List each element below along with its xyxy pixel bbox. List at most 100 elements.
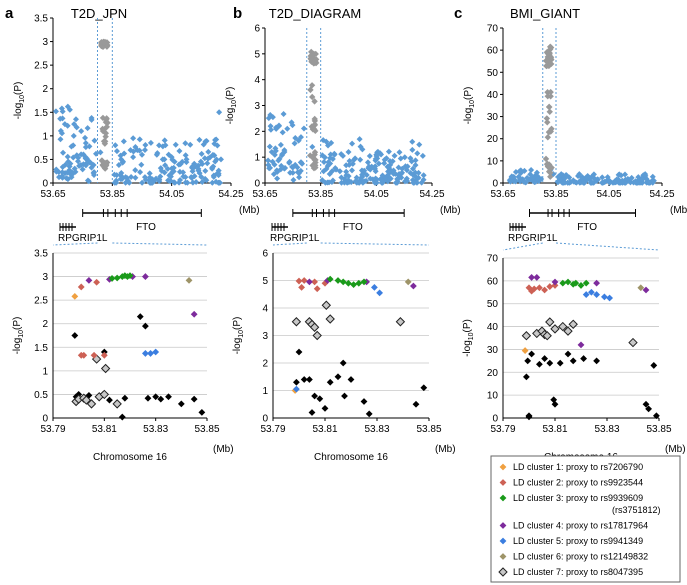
snp-point	[170, 179, 177, 186]
snp-point	[159, 143, 166, 150]
unclustered-point	[556, 359, 564, 367]
y-axis-title-text: -log10(P)	[232, 317, 245, 355]
snp-point	[78, 151, 85, 158]
y-axis-title-rest: (P)	[225, 87, 236, 100]
snp-point	[130, 135, 137, 142]
snp-point	[414, 150, 421, 157]
y-tick-label: 70	[487, 24, 499, 35]
snp-point-cluster	[99, 127, 107, 135]
x-tick-label: 53.85	[194, 424, 219, 435]
cluster-point	[142, 350, 149, 357]
snp-point	[199, 178, 206, 185]
gene-label-rpgrip1l: RPGRIP1L	[270, 233, 320, 244]
unclustered-point	[650, 362, 658, 369]
x-tick-label: 53.85	[416, 424, 441, 435]
snp-point	[412, 157, 419, 164]
legend-marker	[499, 479, 507, 486]
y-tick-label: 30	[487, 112, 499, 123]
snp-point-cluster	[547, 93, 554, 100]
y-tick-label: 0.5	[34, 390, 48, 401]
snp-point	[309, 143, 316, 150]
unclustered-point	[360, 398, 368, 405]
y-tick-label: 0	[42, 414, 48, 425]
snp-point	[198, 150, 205, 157]
cluster-point	[530, 285, 538, 293]
legend-marker	[499, 522, 507, 529]
cluster-point	[339, 278, 347, 286]
unclustered-point	[326, 378, 334, 386]
snp-point-cluster	[547, 88, 554, 96]
snp-point	[528, 166, 535, 173]
cluster-7-point	[545, 317, 555, 327]
y-axis-title-rest: (P)	[463, 87, 474, 100]
legend-label: LD cluster 6: proxy to rs12149832	[513, 552, 648, 562]
snp-point	[120, 138, 127, 145]
unclustered-point	[341, 392, 348, 400]
snp-point	[373, 179, 380, 186]
gene-label-rpgrip1l: RPGRIP1L	[58, 233, 108, 244]
y-tick-label: 2	[254, 127, 260, 138]
x-tick-label: 54.25	[649, 189, 674, 200]
snp-point	[409, 146, 416, 153]
cluster-point	[293, 385, 300, 393]
snp-point	[396, 170, 403, 177]
snp-point	[118, 156, 125, 163]
regional-plot: 0 1 2 3 4 5 6 53.65 53.85 54.05 54.25 (Mb) -log10(P)	[225, 24, 461, 217]
panel-title: T2D_JPN	[71, 6, 127, 21]
x-tick-label: 53.85	[308, 189, 333, 200]
cluster-7-point	[542, 331, 552, 341]
y-tick-label: 50	[487, 68, 499, 79]
cluster-point	[345, 279, 352, 287]
unclustered-point	[72, 393, 80, 401]
snp-point	[507, 178, 514, 185]
cluster-point	[588, 288, 595, 296]
cluster-point	[593, 279, 600, 287]
x-unit: (Mb)	[665, 444, 686, 455]
unclustered-point	[525, 413, 533, 421]
unclustered-point	[523, 373, 530, 381]
cluster-7-point	[563, 326, 573, 336]
unclustered-point	[365, 410, 373, 418]
legend-box	[490, 455, 681, 583]
snp-point	[365, 163, 372, 170]
y-axis-title: -log10(P)	[232, 317, 245, 355]
unclustered-point	[334, 373, 342, 381]
snp-point	[409, 165, 416, 172]
gene-label-rpgrip1l: RPGRIP1L	[508, 233, 558, 244]
snp-point	[269, 114, 276, 121]
y-axis-title: -log10(P)	[462, 319, 475, 357]
snp-point	[639, 176, 646, 183]
snp-point	[265, 162, 272, 169]
snp-point-cluster	[311, 115, 318, 123]
snp-point	[534, 176, 541, 183]
snp-point	[416, 141, 423, 148]
snp-point	[560, 179, 567, 186]
unclustered-point	[339, 359, 347, 367]
cluster-point	[185, 276, 193, 284]
snp-point	[287, 169, 294, 176]
y-axis-title-text: -log10(P)	[13, 82, 26, 120]
snp-point	[533, 169, 540, 176]
y-axis-title-rest: (P)	[232, 317, 243, 330]
snp-point	[73, 124, 80, 131]
y-tick-label: 0	[492, 414, 498, 425]
snp-point	[592, 176, 599, 183]
y-tick-label: 0	[492, 179, 498, 190]
snp-point	[139, 179, 146, 186]
snp-point	[404, 178, 411, 185]
snp-point	[390, 170, 397, 177]
legend-label-continued: (rs3751812)	[612, 505, 661, 515]
snp-point	[327, 151, 334, 158]
y-tick-label: 2	[42, 84, 48, 95]
cluster-point	[376, 289, 383, 297]
snp-point-cluster	[312, 156, 319, 164]
snp-point-cluster	[312, 50, 319, 58]
snp-point	[525, 176, 532, 183]
snp-point	[295, 137, 302, 144]
snp-point-cluster	[543, 115, 551, 122]
snp-point	[329, 155, 336, 162]
snp-point	[338, 179, 345, 186]
detail-plot: 0 0.5 1 1.5 2 2.5 3 3.5 53.79 53.81 53.83 53.85 Chro…	[12, 249, 234, 464]
snp-point	[346, 158, 353, 165]
